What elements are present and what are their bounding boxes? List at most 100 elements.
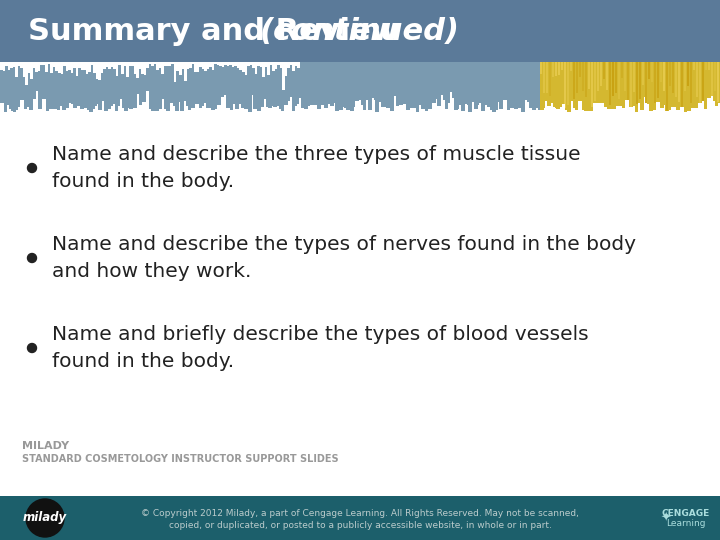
Text: Name and describe the three types of muscle tissue
found in the body.: Name and describe the three types of mus… bbox=[52, 145, 580, 191]
Bar bbox=[0, 104, 2, 540]
Text: Name and describe the types of nerves found in the body
and how they work.: Name and describe the types of nerves fo… bbox=[52, 235, 636, 281]
Bar bbox=[71, 62, 73, 73]
Bar bbox=[30, 62, 33, 78]
Bar bbox=[546, 62, 548, 93]
Bar bbox=[247, 62, 250, 66]
Bar bbox=[612, 62, 614, 96]
Bar bbox=[546, 101, 547, 540]
Bar bbox=[596, 103, 598, 540]
Bar bbox=[654, 111, 657, 540]
Bar bbox=[647, 104, 649, 540]
Bar bbox=[496, 110, 498, 540]
Bar bbox=[531, 107, 532, 540]
Bar bbox=[204, 62, 207, 71]
Bar bbox=[271, 106, 274, 540]
Bar bbox=[0, 496, 720, 540]
Bar bbox=[127, 108, 130, 540]
Bar bbox=[186, 62, 189, 69]
Bar bbox=[372, 98, 374, 540]
Bar bbox=[199, 62, 202, 68]
Bar bbox=[264, 98, 266, 540]
Bar bbox=[671, 107, 672, 540]
Bar bbox=[126, 62, 129, 77]
Bar bbox=[669, 62, 671, 86]
Bar bbox=[330, 106, 332, 540]
Bar bbox=[146, 91, 148, 540]
Bar bbox=[306, 109, 308, 540]
Bar bbox=[138, 105, 140, 540]
Bar bbox=[121, 62, 124, 73]
Bar bbox=[266, 107, 268, 540]
Bar bbox=[384, 107, 387, 540]
Bar bbox=[402, 104, 405, 540]
Bar bbox=[263, 107, 264, 540]
Bar bbox=[177, 111, 179, 540]
Bar bbox=[258, 111, 261, 540]
Bar bbox=[189, 110, 192, 540]
Bar bbox=[33, 99, 35, 540]
Bar bbox=[430, 109, 432, 540]
Bar bbox=[265, 62, 267, 68]
Bar bbox=[488, 107, 490, 540]
Bar bbox=[174, 62, 176, 82]
Bar bbox=[28, 62, 30, 73]
Bar bbox=[272, 62, 275, 71]
Bar bbox=[544, 109, 546, 540]
Bar bbox=[124, 62, 126, 66]
Bar bbox=[49, 109, 51, 540]
Bar bbox=[390, 111, 392, 540]
Bar bbox=[124, 111, 126, 540]
Bar bbox=[379, 102, 381, 540]
Bar bbox=[38, 109, 40, 540]
Bar bbox=[82, 110, 84, 540]
Bar bbox=[171, 104, 174, 540]
Bar bbox=[0, 112, 720, 540]
Bar bbox=[461, 111, 463, 540]
Bar bbox=[449, 103, 450, 540]
Bar bbox=[470, 112, 472, 540]
Bar bbox=[228, 108, 230, 540]
Bar bbox=[589, 111, 591, 540]
Bar bbox=[153, 111, 155, 540]
Bar bbox=[157, 111, 158, 540]
Bar bbox=[575, 110, 577, 540]
Bar bbox=[184, 62, 186, 82]
Bar bbox=[139, 62, 141, 69]
Bar bbox=[607, 109, 609, 540]
Bar bbox=[84, 62, 86, 70]
Bar bbox=[376, 112, 377, 540]
Bar bbox=[75, 108, 76, 540]
Bar bbox=[648, 62, 650, 79]
Bar bbox=[649, 111, 651, 540]
Bar bbox=[666, 62, 668, 113]
Bar bbox=[711, 62, 713, 104]
Bar bbox=[454, 110, 456, 540]
Bar bbox=[193, 109, 195, 540]
Bar bbox=[277, 106, 279, 540]
Bar bbox=[357, 100, 359, 540]
Bar bbox=[359, 100, 361, 540]
Bar bbox=[251, 94, 253, 540]
Bar bbox=[155, 111, 157, 540]
Bar bbox=[481, 111, 483, 540]
Bar bbox=[69, 103, 71, 540]
Bar bbox=[207, 62, 210, 69]
Bar bbox=[463, 111, 465, 540]
Bar bbox=[257, 111, 258, 540]
Bar bbox=[282, 62, 285, 90]
Bar bbox=[25, 109, 27, 540]
Bar bbox=[13, 62, 15, 67]
Bar bbox=[60, 106, 62, 540]
Bar bbox=[682, 107, 683, 540]
Bar bbox=[540, 110, 542, 540]
Bar bbox=[45, 111, 48, 540]
Bar bbox=[680, 107, 682, 540]
Bar bbox=[428, 109, 430, 540]
Bar bbox=[439, 105, 441, 540]
Bar bbox=[388, 107, 390, 540]
Bar bbox=[140, 105, 142, 540]
Bar bbox=[492, 112, 494, 540]
Bar bbox=[159, 62, 161, 68]
Bar bbox=[222, 62, 225, 67]
Bar bbox=[93, 109, 95, 540]
